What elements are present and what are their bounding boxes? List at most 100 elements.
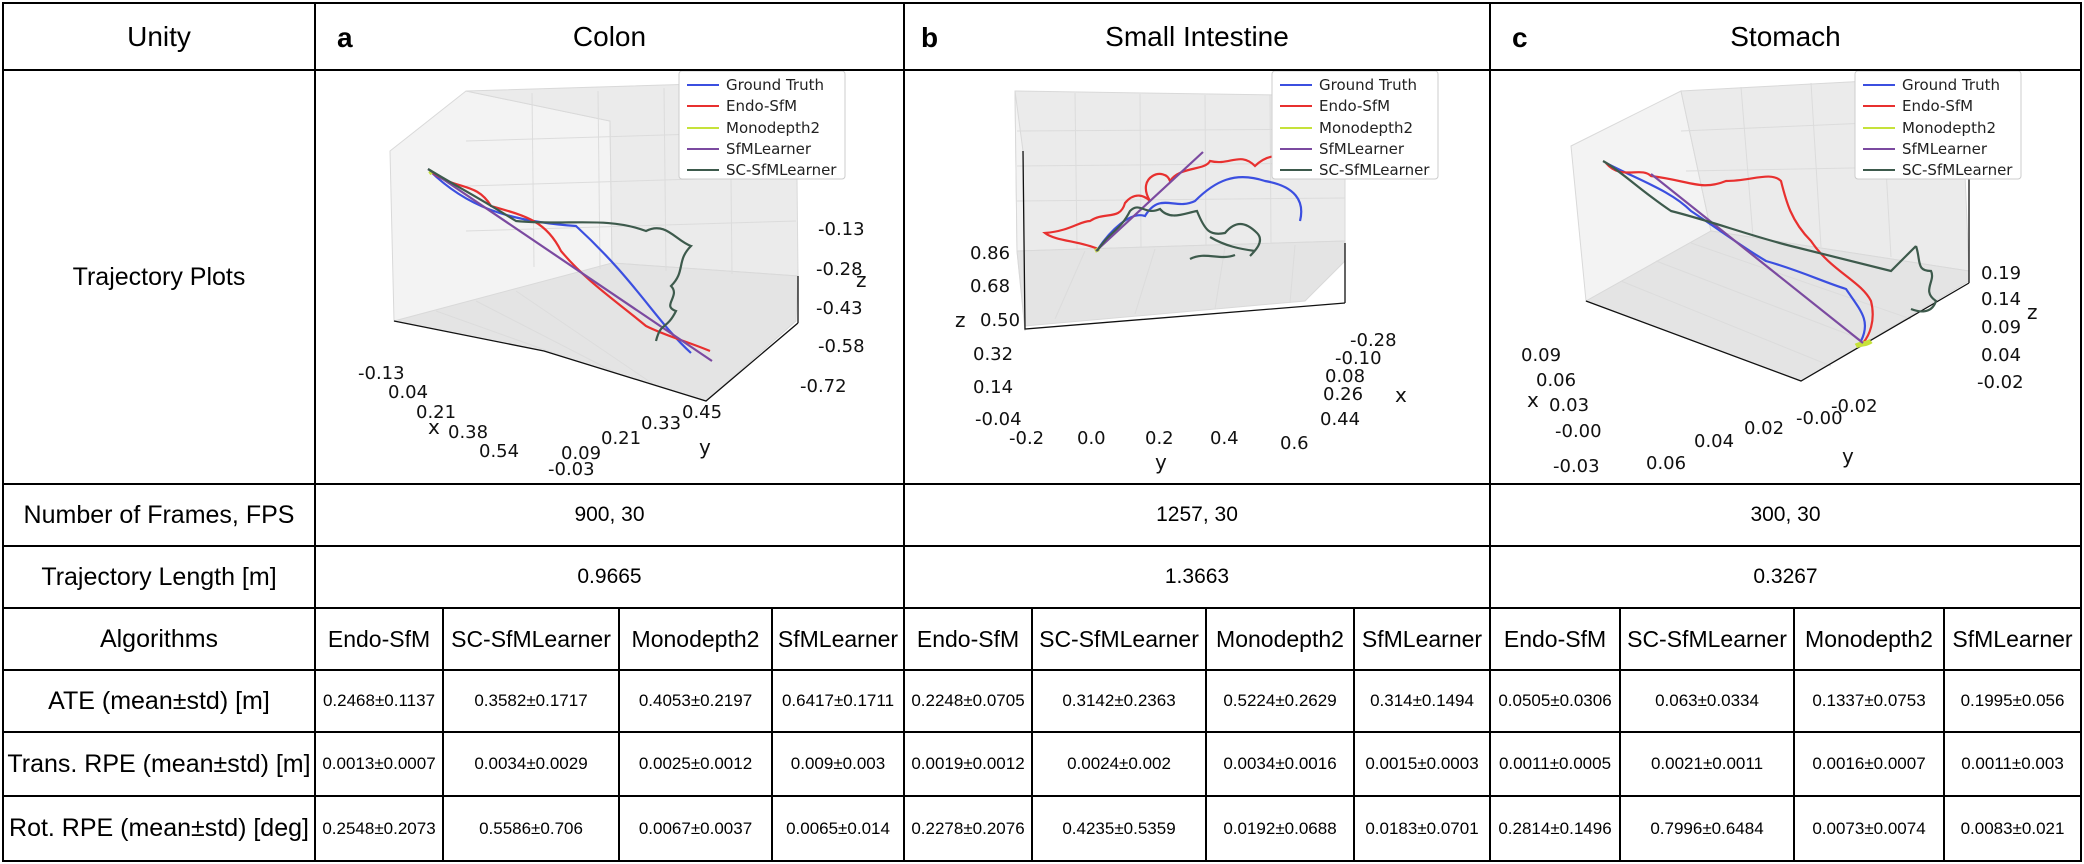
ate-stomach-monodepth2: 0.1337±0.0753	[1812, 691, 1926, 710]
y-axis-label: y	[1155, 450, 1167, 474]
line-sc-sfmlearner	[1096, 206, 1262, 260]
legend-sfmlearner: SfMLearner	[1902, 140, 1988, 158]
y-axis-label: y	[699, 435, 711, 459]
legend-ground-truth: Ground Truth	[1902, 76, 2000, 94]
frames-fps-colon: 900, 30	[574, 503, 645, 526]
trajectory-plot-stomach: Ground Truth Endo-SfM Monodepth2 SfMLear…	[1521, 71, 2038, 477]
row-label-ate: ATE (mean±std) [m]	[48, 686, 270, 715]
alg-si-endo-sfm: Endo-SfM	[916, 625, 1020, 652]
frames-fps-small-intestine: 1257, 30	[1156, 503, 1238, 526]
trajectory-plot-small-intestine: Ground Truth Endo-SfM Monodepth2 SfMLear…	[955, 71, 1439, 474]
ate-colon-monodepth2: 0.4053±0.2197	[638, 691, 753, 710]
plot-floor	[1016, 240, 1346, 327]
y-tick-3: 0.4	[1210, 428, 1239, 449]
y-tick-4: 0.6	[1280, 433, 1309, 454]
y-tick-3: 0.33	[641, 413, 681, 434]
z-tick-3: -0.58	[818, 336, 865, 357]
ate-si-endo-sfm: 0.2248±0.0705	[911, 691, 1025, 710]
rot-colon-monodepth2: 0.0067±0.0037	[638, 818, 753, 838]
trans-colon-sc-sfmlearner: 0.0034±0.0029	[474, 754, 588, 773]
x-tick-0: 0.09	[1521, 345, 1561, 366]
z-tick-4: -0.02	[1977, 372, 2024, 393]
rot-si-sfmlearner: 0.0183±0.0701	[1365, 818, 1479, 838]
y-tick-3: -0.00	[1796, 408, 1843, 429]
ate-colon-sc-sfmlearner: 0.3582±0.1717	[474, 691, 588, 710]
z-tick-0: 0.86	[970, 243, 1010, 264]
legend-sfmlearner: SfMLearner	[1319, 140, 1405, 158]
x-tick-4: 0.44	[1320, 409, 1360, 430]
row-label-trajectory-plots: Trajectory Plots	[72, 262, 246, 291]
x-tick-0: -0.28	[1350, 330, 1397, 351]
alg-stomach-sfmlearner: SfMLearner	[1952, 625, 2073, 652]
traj-length-colon: 0.9665	[577, 565, 642, 588]
ate-stomach-endo-sfm: 0.0505±0.0306	[1498, 691, 1612, 710]
z-axis-label: z	[856, 268, 867, 292]
x-tick-2: 0.08	[1325, 366, 1365, 387]
y-tick-2: 0.02	[1744, 418, 1784, 439]
rot-stomach-sfmlearner: 0.0083±0.021	[1960, 818, 2065, 838]
alg-si-monodepth2: Monodepth2	[1216, 625, 1344, 652]
x-tick-3: 0.26	[1323, 384, 1363, 405]
plot-legend	[1854, 71, 2022, 180]
z-tick-0: 0.19	[1981, 263, 2021, 284]
ate-si-sfmlearner: 0.314±0.1494	[1370, 691, 1474, 710]
x-axis-label: x	[1527, 388, 1539, 412]
tick-labels: 0.86 0.68 0.50 0.32 0.14 -0.04 z -0.2 0.…	[955, 243, 1407, 474]
section-letter-c: c	[1512, 22, 1528, 53]
trans-stomach-endo-sfm: 0.0011±0.0005	[1498, 754, 1612, 773]
rot-si-sc-sfmlearner: 0.4235±0.5359	[1062, 818, 1176, 838]
legend-sc-sfmlearner: SC-SfMLearner	[1319, 161, 1430, 179]
y-tick-0: -0.2	[1009, 428, 1044, 449]
alg-colon-sfmlearner: SfMLearner	[777, 625, 899, 652]
plot-axes	[1022, 150, 1346, 330]
y-tick-1: 0.04	[1694, 431, 1734, 452]
z-tick-1: 0.68	[970, 276, 1010, 297]
z-tick-4: -0.72	[800, 376, 847, 397]
rot-colon-endo-sfm: 0.2548±0.2073	[322, 818, 436, 838]
legend-items: Ground Truth Endo-SfM Monodepth2 SfMLear…	[1863, 76, 2013, 179]
line-sfmlearner	[1095, 151, 1204, 252]
row-label-algorithms: Algorithms	[99, 624, 219, 653]
section-letter-b: b	[921, 22, 939, 53]
z-tick-1: -0.28	[816, 259, 863, 280]
legend-items: Ground Truth Endo-SfM Monodepth2 SfMLear…	[1280, 76, 1430, 179]
x-axis-label: x	[428, 415, 440, 439]
y-tick-4: 0.45	[682, 402, 722, 423]
x-tick-1: -0.10	[1335, 348, 1382, 369]
x-axis-label: x	[1395, 383, 1407, 407]
x-tick-4: -0.03	[1553, 456, 1600, 477]
trans-stomach-monodepth2: 0.0016±0.0007	[1812, 754, 1926, 773]
x-tick-1: 0.06	[1536, 370, 1576, 391]
rot-colon-sfmlearner: 0.0065±0.014	[786, 818, 890, 838]
tick-labels: -0.13 0.04 0.21 0.38 0.54 x -0.03 0.09 0…	[358, 219, 867, 480]
alg-stomach-sc-sfmlearner: SC-SfMLearner	[1627, 625, 1787, 652]
trans-colon-monodepth2: 0.0025±0.0012	[638, 754, 753, 773]
y-tick-1: 0.09	[561, 443, 601, 464]
legend-ground-truth: Ground Truth	[1319, 76, 1417, 94]
x-tick-3: 0.38	[448, 422, 488, 443]
ate-stomach-sc-sfmlearner: 0.063±0.0334	[1655, 691, 1759, 710]
y-tick-1: 0.0	[1077, 428, 1106, 449]
legend-sfmlearner: SfMLearner	[726, 140, 812, 158]
z-tick-3: 0.32	[973, 344, 1013, 365]
traj-length-small-intestine: 1.3663	[1164, 565, 1230, 588]
z-tick-2: -0.43	[816, 298, 863, 319]
trans-si-monodepth2: 0.0034±0.0016	[1223, 754, 1337, 773]
ate-colon-sfmlearner: 0.6417±0.1711	[781, 691, 895, 710]
legend-endo-sfm: Endo-SfM	[726, 97, 797, 115]
z-axis-label: z	[2027, 300, 2038, 324]
x-tick-0: -0.13	[358, 363, 405, 384]
legend-monodepth2: Monodepth2	[1319, 119, 1413, 137]
trans-stomach-sc-sfmlearner: 0.0021±0.0011	[1650, 754, 1764, 773]
legend-ground-truth: Ground Truth	[726, 76, 824, 94]
ate-si-sc-sfmlearner: 0.3142±0.2363	[1062, 691, 1176, 710]
header-corner: Unity	[127, 20, 191, 52]
legend-sc-sfmlearner: SC-SfMLearner	[1902, 161, 2013, 179]
rot-stomach-monodepth2: 0.0073±0.0074	[1812, 818, 1926, 838]
traj-length-stomach: 0.3267	[1753, 565, 1818, 588]
frames-fps-stomach: 300, 30	[1750, 503, 1821, 526]
trans-si-endo-sfm: 0.0019±0.0012	[911, 754, 1025, 773]
line-sfmlearner	[427, 168, 713, 362]
x-tick-4: 0.54	[479, 441, 519, 462]
